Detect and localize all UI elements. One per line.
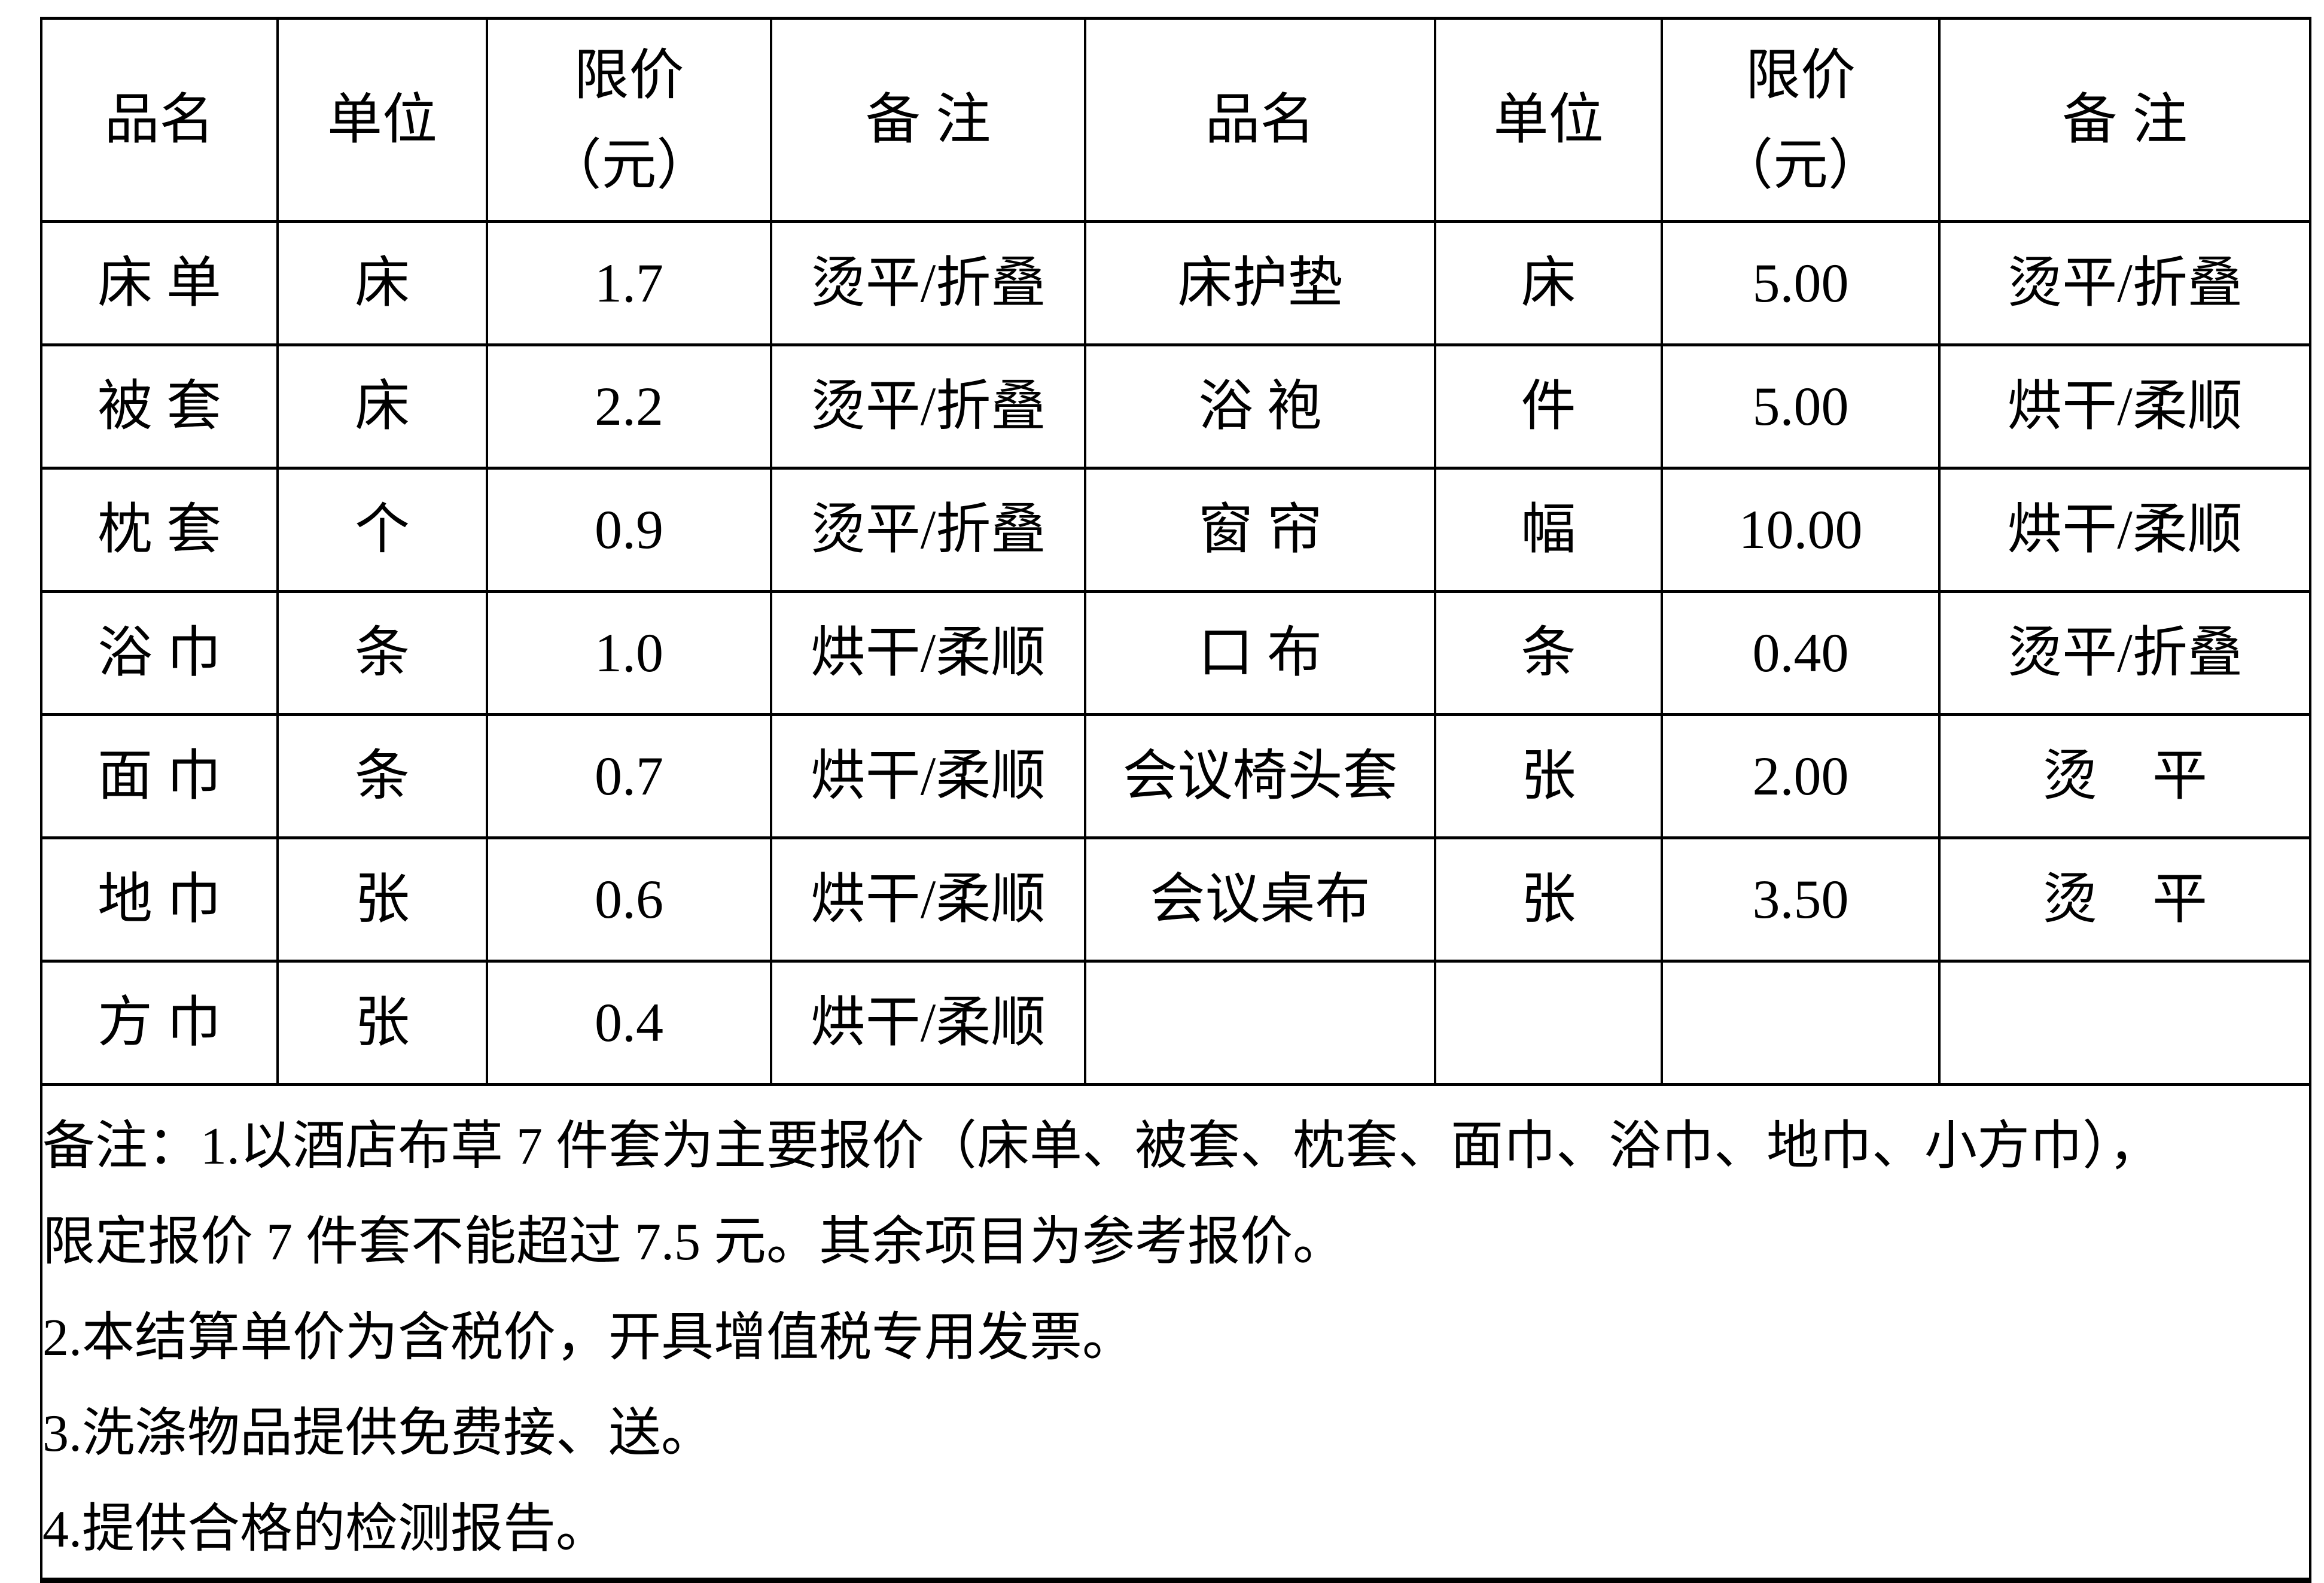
price-cell-left: 0.9 [486,467,772,593]
note-line-1: 备注：1.以酒店布草 7 件套为主要报价（床单、被套、枕套、面巾、浴巾、地巾、小… [42,1118,2162,1176]
remark-cell-left: 烘干/柔顺 [770,590,1086,716]
header-price-limit-left-line2: （元） [546,134,712,196]
price-cell-left: 1.7 [486,220,772,346]
table-row: 床 单 床 1.7 烫平/折叠 床护垫 床 5.00 烫平/折叠 [40,220,2311,346]
table-row: 浴 巾 条 1.0 烘干/柔顺 口 布 条 0.40 烫平/折叠 [40,590,2311,716]
header-price-limit-right: 限价 （元） [1661,17,1941,223]
header-product-name-left: 品名 [40,17,279,223]
product-name-cell-left: 浴 巾 [40,590,279,716]
unit-cell-right: 条 [1434,590,1663,716]
header-unit-left: 单位 [276,17,488,223]
table-row: 地 巾 张 0.6 烘干/柔顺 会议桌布 张 3.50 烫 平 [40,836,2311,963]
product-name-cell-left: 被 套 [40,343,279,470]
price-cell-left: 1.0 [486,590,772,716]
notes-row: 备注：1.以酒店布草 7 件套为主要报价（床单、被套、枕套、面巾、浴巾、地巾、小… [40,1083,2311,1582]
unit-cell-left: 床 [276,343,488,470]
remark-cell-right: 烫 平 [1938,836,2311,963]
product-name-cell-right: 会议桌布 [1084,836,1436,963]
price-cell-right: 10.00 [1661,467,1941,593]
price-cell-right: 0.40 [1661,590,1941,716]
note-line-3: 2.本结算单价为含税价，开具增值税专用发票。 [42,1309,1135,1367]
note-line-4: 3.洗涤物品提供免费接、送。 [42,1405,714,1463]
remark-cell-right [1938,960,2311,1086]
unit-cell-right: 件 [1434,343,1663,470]
remark-cell-right: 烫平/折叠 [1938,220,2311,346]
laundry-price-table: 品名 单位 限价 （元） 备 注 品名 单位 限价 （元） 备 注 床 单 床 … [40,17,2311,1583]
unit-cell-left: 条 [276,590,488,716]
header-price-limit-left: 限价 （元） [486,17,772,223]
unit-cell-right: 张 [1434,713,1663,839]
price-cell-left: 0.7 [486,713,772,839]
unit-cell-left: 张 [276,836,488,963]
header-remark-left: 备 注 [770,17,1086,223]
price-cell-right: 5.00 [1661,220,1941,346]
table-row: 被 套 床 2.2 烫平/折叠 浴 袍 件 5.00 烘干/柔顺 [40,343,2311,470]
product-name-cell-right: 窗 帘 [1084,467,1436,593]
product-name-cell-left: 地 巾 [40,836,279,963]
product-name-cell-right: 床护垫 [1084,220,1436,346]
price-cell-right [1661,960,1941,1086]
table-row: 方 巾 张 0.4 烘干/柔顺 [40,960,2311,1086]
header-price-limit-right-line2: （元） [1717,134,1883,196]
remark-cell-right: 烫 平 [1938,713,2311,839]
header-unit-right: 单位 [1434,17,1663,223]
table-row: 面 巾 条 0.7 烘干/柔顺 会议椅头套 张 2.00 烫 平 [40,713,2311,839]
product-name-cell-left: 方 巾 [40,960,279,1086]
price-cell-right: 2.00 [1661,713,1941,839]
remark-cell-left: 烘干/柔顺 [770,713,1086,839]
unit-cell-left: 条 [276,713,488,839]
product-name-cell-left: 床 单 [40,220,279,346]
unit-cell-right: 张 [1434,836,1663,963]
note-line-5: 4.提供合格的检测报告。 [42,1500,609,1558]
header-price-limit-left-line1: 限价 [574,44,684,106]
price-cell-right: 3.50 [1661,836,1941,963]
unit-cell-right: 床 [1434,220,1663,346]
remark-cell-left: 烫平/折叠 [770,220,1086,346]
note-line-2: 限定报价 7 件套不能超过 7.5 元。其余项目为参考报价。 [42,1213,1346,1271]
product-name-cell-right: 口 布 [1084,590,1436,716]
unit-cell-left: 张 [276,960,488,1086]
product-name-cell-right: 会议椅头套 [1084,713,1436,839]
product-name-cell-left: 面 巾 [40,713,279,839]
remark-cell-left: 烫平/折叠 [770,343,1086,470]
price-cell-left: 0.6 [486,836,772,963]
product-name-cell-right: 浴 袍 [1084,343,1436,470]
product-name-cell-right [1084,960,1436,1086]
unit-cell-right: 幅 [1434,467,1663,593]
header-price-limit-right-line1: 限价 [1745,44,1856,106]
unit-cell-left: 床 [276,220,488,346]
remark-cell-right: 烫平/折叠 [1938,590,2311,716]
table-header-row: 品名 单位 限价 （元） 备 注 品名 单位 限价 （元） 备 注 [40,17,2311,223]
notes-section: 备注：1.以酒店布草 7 件套为主要报价（床单、被套、枕套、面巾、浴巾、地巾、小… [40,1083,2311,1582]
remark-cell-left: 烫平/折叠 [770,467,1086,593]
remark-cell-right: 烘干/柔顺 [1938,467,2311,593]
remark-cell-right: 烘干/柔顺 [1938,343,2311,470]
price-cell-left: 2.2 [486,343,772,470]
table-row: 枕 套 个 0.9 烫平/折叠 窗 帘 幅 10.00 烘干/柔顺 [40,467,2311,593]
header-product-name-right: 品名 [1084,17,1436,223]
price-cell-left: 0.4 [486,960,772,1086]
remark-cell-left: 烘干/柔顺 [770,836,1086,963]
unit-cell-left: 个 [276,467,488,593]
header-remark-right: 备 注 [1938,17,2311,223]
unit-cell-right [1434,960,1663,1086]
price-cell-right: 5.00 [1661,343,1941,470]
product-name-cell-left: 枕 套 [40,467,279,593]
remark-cell-left: 烘干/柔顺 [770,960,1086,1086]
